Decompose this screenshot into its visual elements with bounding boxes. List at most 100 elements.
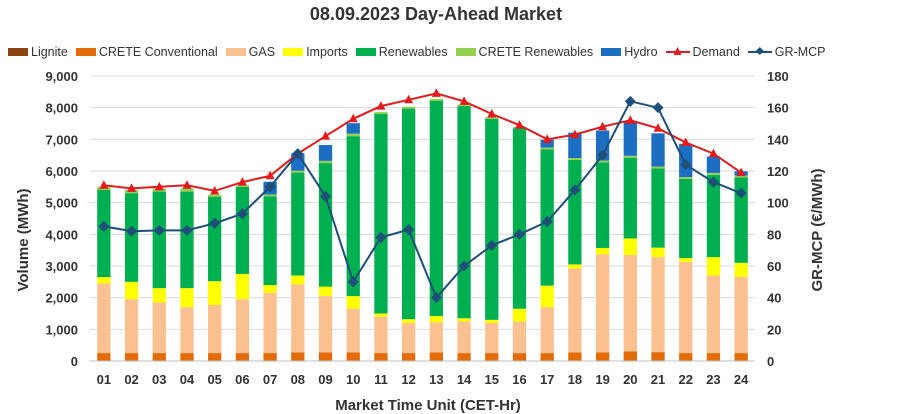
x-tick-label: 14 (457, 372, 472, 387)
mcp-point (597, 149, 609, 161)
x-tick-label: 20 (623, 372, 637, 387)
bar-segment (734, 262, 748, 278)
bar-segment (401, 106, 416, 109)
bar-segment (595, 254, 610, 353)
bar-segment (595, 162, 610, 248)
bar-segment (346, 123, 360, 134)
bar-segment (651, 352, 665, 361)
y2-tick-label: 100 (767, 196, 789, 211)
demand-point (625, 115, 635, 124)
legend-swatch (8, 48, 28, 56)
bar-segment (152, 353, 166, 361)
bar-segment (180, 288, 194, 308)
bar-segment (97, 277, 111, 284)
bar-segment (457, 106, 471, 319)
bar-segment (124, 299, 139, 354)
y2-tick-label: 60 (767, 259, 781, 274)
bar-segment (651, 247, 665, 258)
bar-segment (263, 292, 277, 354)
legend-label: Lignite (31, 45, 68, 59)
bar-segment (734, 353, 748, 361)
bar-segment (152, 191, 166, 289)
x-tick-label: 15 (485, 372, 499, 387)
demand-point (514, 120, 524, 129)
bar-segment (152, 302, 166, 354)
bar-segment (374, 316, 388, 354)
bar-segment (318, 163, 333, 287)
bar-segment (706, 172, 721, 175)
x-tick-label: 19 (595, 372, 609, 387)
demand-point (127, 183, 137, 192)
x-tick-label: 04 (180, 372, 195, 387)
x-tick-label: 11 (374, 372, 388, 387)
bar-segment (291, 352, 305, 361)
bar-segment (623, 120, 637, 156)
mcp-point (403, 224, 415, 236)
bar-segment (706, 275, 721, 354)
mcp-point (707, 176, 719, 188)
demand-point (459, 96, 469, 105)
legend-swatch (75, 48, 96, 56)
y2-tick-label: 20 (767, 322, 781, 337)
bar-segment (540, 307, 554, 354)
bar-segment (235, 299, 250, 354)
demand-point (404, 94, 414, 104)
bar-segment (429, 316, 444, 323)
bar-segment (318, 286, 333, 297)
bar-segment (734, 175, 748, 178)
bar-segment (485, 118, 499, 320)
y-tick-label: 7,000 (45, 132, 78, 147)
bar-segment (568, 352, 582, 361)
bar-segment (485, 117, 499, 119)
mcp-point (209, 217, 221, 229)
bar-segment (457, 318, 471, 322)
bar-segment (263, 285, 277, 293)
bar-segment (180, 307, 194, 354)
mcp-point (153, 224, 165, 236)
mcp-point (98, 220, 110, 232)
legend-item: GAS (225, 45, 276, 59)
x-tick-label: 12 (401, 372, 415, 387)
series-line (103, 100, 742, 300)
y2-tick-label: 160 (767, 101, 789, 116)
mcp-point (458, 260, 470, 272)
bar-segment (540, 147, 554, 150)
demand-point (376, 101, 386, 110)
mcp-point (292, 148, 304, 160)
bar-segment (180, 188, 194, 192)
x-tick-label: 09 (318, 372, 332, 387)
y-tick-label: 2,000 (45, 291, 78, 306)
mcp-point (680, 159, 692, 171)
bar-segment (180, 191, 194, 289)
bar-segment (291, 275, 305, 285)
bar-segment (429, 352, 444, 361)
axes: 0 1,000 2,000 3,000 4,000 5,000 6,000 7,000 8,00… (45, 69, 788, 387)
lines (98, 88, 747, 304)
mcp-point (181, 224, 193, 236)
demand-point (321, 131, 331, 140)
x-tick-label: 23 (706, 372, 720, 387)
bar-segment (208, 281, 222, 305)
demand-point (487, 109, 497, 118)
bar-segment (97, 283, 111, 354)
bar-segment (568, 132, 582, 159)
bar-segment (457, 104, 471, 107)
bar-segment (318, 145, 333, 161)
y2-tick-label: 120 (767, 164, 789, 179)
mcp-point (569, 184, 581, 196)
bar-segment (623, 351, 637, 361)
bar-segment (124, 193, 139, 282)
bar-segment (346, 308, 360, 353)
bar-segment (346, 136, 360, 297)
bar-segment (512, 128, 527, 309)
demand-point (265, 170, 275, 180)
y-tick-label: 0 (71, 354, 78, 369)
bar-segment (291, 284, 305, 353)
x-tick-label: 13 (429, 372, 443, 387)
legend-line-swatch (747, 47, 772, 57)
mcp-point (735, 187, 747, 199)
legend-label: GAS (248, 45, 276, 59)
bar-segment (457, 353, 471, 361)
bar-segment (734, 277, 748, 354)
